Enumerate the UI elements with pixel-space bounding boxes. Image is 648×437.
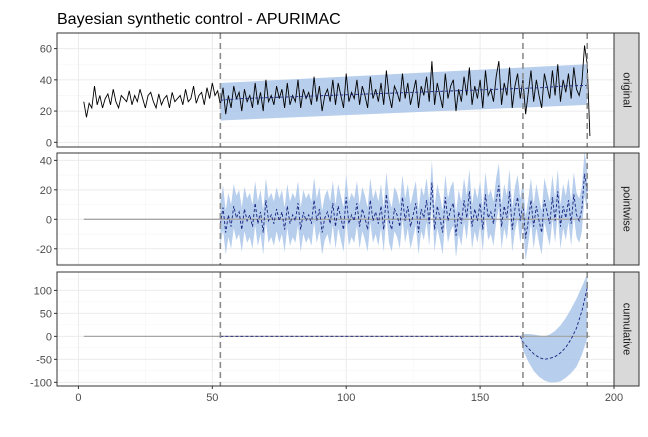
pointwise-effect-line <box>219 173 588 239</box>
y-tick-label: 0 <box>46 137 52 149</box>
y-tick-label: 40 <box>40 155 52 167</box>
panel-plot-area <box>83 272 590 386</box>
predicted-series-line <box>220 84 588 101</box>
x-axis: 0 50 100 150 200 <box>75 386 623 404</box>
panel-original: 0 20 40 60 original <box>40 32 640 149</box>
panel-cumulative: -100 -50 0 50 100 cumulative <box>30 271 640 389</box>
facet-strip <box>613 152 640 266</box>
facet-strip <box>613 32 640 148</box>
panel-background <box>57 272 614 386</box>
panel-plot-area <box>83 33 591 147</box>
credible-band <box>220 64 588 121</box>
facet-strip-label: original <box>621 72 633 107</box>
x-tick-label: 200 <box>605 392 623 404</box>
x-tick-label: 0 <box>75 392 81 404</box>
x-tick-label: 50 <box>206 392 218 404</box>
y-tick-label: 60 <box>40 44 52 56</box>
x-tick-label: 150 <box>471 392 489 404</box>
pointwise-band <box>220 153 588 261</box>
y-tick-label: -100 <box>30 377 52 389</box>
cumulative-effect-line <box>220 287 588 360</box>
y-tick-label: 100 <box>34 285 52 297</box>
x-tick-label: 100 <box>337 392 355 404</box>
facet-strip-label: pointwise <box>621 186 633 232</box>
y-tick-label: 0 <box>46 214 52 226</box>
panel-plot-area <box>83 153 590 265</box>
cumulative-band <box>220 274 588 383</box>
panels-layer: 0 20 40 60 original -20 0 20 40 pointwise -100 -50 0… <box>30 32 640 389</box>
chart-title: Bayesian synthetic control - APURIMAC <box>57 11 341 28</box>
y-tick-label: -20 <box>36 244 52 256</box>
y-tick-label: 20 <box>40 106 52 118</box>
facet-strip-label: cumulative <box>621 303 633 356</box>
y-tick-label: 50 <box>40 308 52 320</box>
panel-pointwise: -20 0 20 40 pointwise <box>36 152 640 266</box>
facet-strip <box>613 271 640 387</box>
y-tick-label: -50 <box>36 354 52 366</box>
y-tick-label: 0 <box>46 331 52 343</box>
y-tick-label: 40 <box>40 75 52 87</box>
y-tick-label: 20 <box>40 185 52 197</box>
